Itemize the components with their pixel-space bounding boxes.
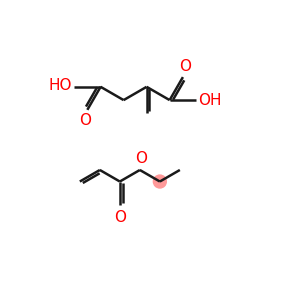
Text: O: O [114, 210, 126, 225]
Text: O: O [79, 113, 91, 128]
Circle shape [153, 175, 166, 188]
Text: O: O [135, 151, 147, 166]
Text: HO: HO [48, 78, 72, 93]
Text: OH: OH [199, 93, 222, 108]
Text: O: O [179, 58, 191, 74]
